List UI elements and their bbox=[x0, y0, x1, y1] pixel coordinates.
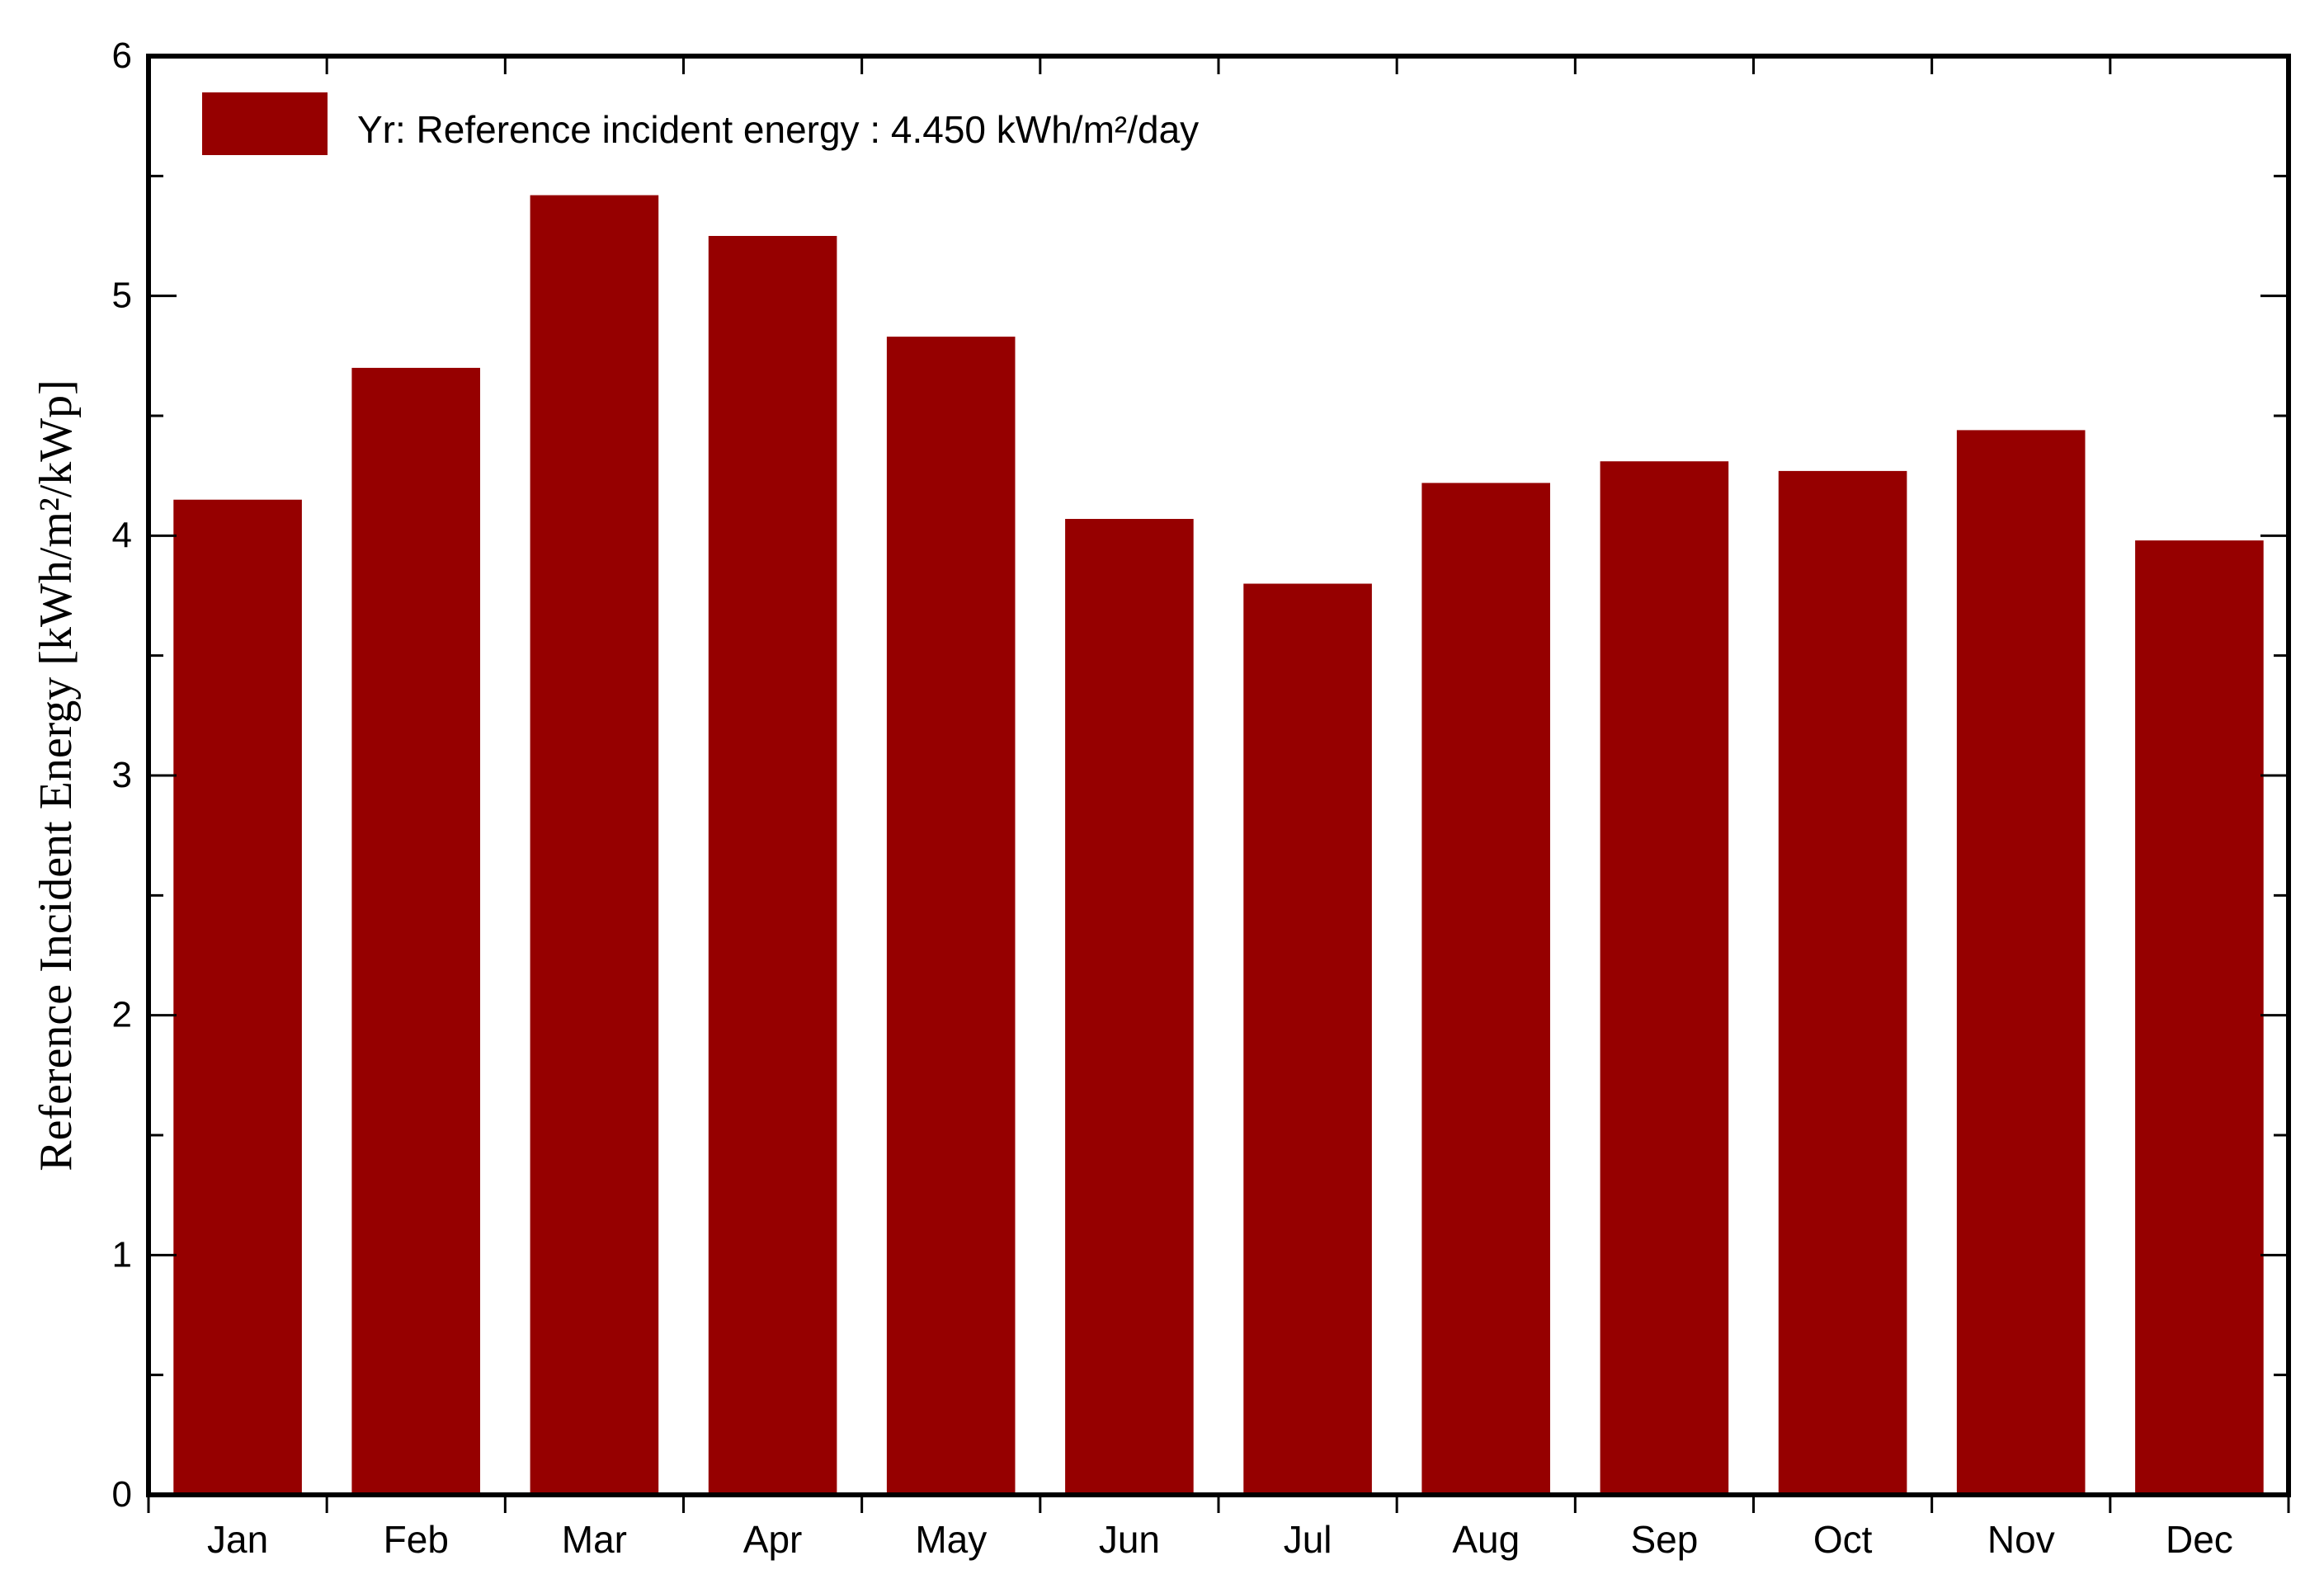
bar-dec bbox=[2135, 540, 2264, 1495]
labels-layer: 0 1 2 3 4 5 6 Jan Feb Mar Apr May Jun Jul Aug Sep Oct Nov… bbox=[112, 35, 2233, 1561]
x-tick-label: Jul bbox=[1284, 1518, 1332, 1561]
bar-jan bbox=[173, 499, 302, 1496]
bar-mar bbox=[530, 195, 659, 1496]
x-tick-label: Aug bbox=[1452, 1518, 1520, 1561]
y-tick-label: 4 bbox=[112, 515, 132, 555]
x-tick-label: Jun bbox=[1099, 1518, 1160, 1561]
bar-apr bbox=[708, 236, 837, 1495]
bar-jul bbox=[1243, 583, 1372, 1495]
y-tick-label: 1 bbox=[112, 1234, 132, 1275]
bar-oct bbox=[1778, 470, 1907, 1495]
x-tick-label: Dec bbox=[2166, 1518, 2233, 1561]
bars-layer bbox=[173, 195, 2264, 1496]
x-tick-label: Feb bbox=[384, 1518, 449, 1561]
legend-label: Yr: Reference incident energy : 4.450 kW… bbox=[357, 108, 1199, 151]
bar-jun bbox=[1065, 519, 1194, 1495]
legend: Yr: Reference incident energy : 4.450 kW… bbox=[202, 92, 1199, 155]
ticks-layer bbox=[147, 54, 2290, 1513]
x-tick-label: Jan bbox=[207, 1518, 268, 1561]
x-tick-label: Mar bbox=[562, 1518, 627, 1561]
x-tick-label: May bbox=[915, 1518, 987, 1561]
x-tick-label: Apr bbox=[743, 1518, 803, 1561]
y-tick-label: 5 bbox=[112, 276, 132, 316]
y-tick-label: 2 bbox=[112, 995, 132, 1035]
x-tick-label: Oct bbox=[1813, 1518, 1873, 1561]
bar-aug bbox=[1421, 483, 1550, 1495]
y-axis-title: Reference Incident Energy [kWh/m²/kWp] bbox=[31, 379, 82, 1171]
legend-swatch bbox=[202, 92, 328, 155]
x-tick-label: Sep bbox=[1630, 1518, 1698, 1561]
bar-feb bbox=[351, 367, 480, 1495]
bar-sep bbox=[1600, 461, 1729, 1496]
y-tick-label: 3 bbox=[112, 755, 132, 795]
y-tick-label: 0 bbox=[112, 1474, 132, 1515]
y-tick-label: 6 bbox=[112, 35, 132, 76]
x-tick-label: Nov bbox=[1987, 1518, 2055, 1561]
bar-may bbox=[886, 337, 1016, 1496]
bar-nov bbox=[1956, 430, 2086, 1495]
